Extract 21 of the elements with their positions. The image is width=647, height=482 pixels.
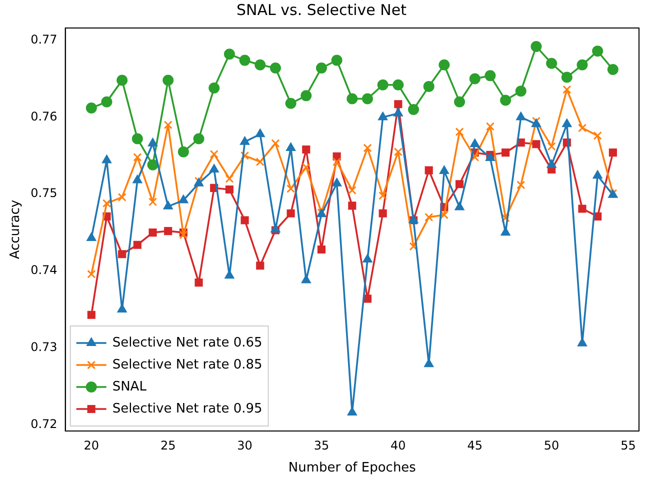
x-tick-label: 40 — [390, 438, 406, 452]
y-tick-label: 0.73 — [30, 340, 58, 354]
x-tick-label: 20 — [84, 438, 100, 452]
x-axis-title: Number of Epoches — [288, 460, 416, 476]
legend-label: SNAL — [112, 379, 148, 394]
x-tick-label: 50 — [544, 438, 560, 452]
y-tick-label: 0.72 — [30, 416, 58, 431]
legend-label: Selective Net rate 0.95 — [112, 401, 262, 416]
y-tick-label: 0.74 — [30, 263, 58, 278]
y-tick-label: 0.75 — [30, 186, 58, 200]
x-tick-label: 45 — [467, 438, 483, 452]
x-tick-label: 55 — [620, 438, 636, 452]
chart-title: SNAL vs. Selective Net — [236, 0, 407, 19]
x-tick-label: 25 — [160, 438, 176, 452]
x-tick-label: 30 — [237, 438, 252, 452]
y-axis-title: Accuracy — [8, 200, 24, 260]
y-tick-label: 0.77 — [30, 32, 58, 46]
legend-label: Selective Net rate 0.85 — [112, 357, 262, 372]
x-tick-label: 35 — [314, 438, 330, 452]
y-tick-label: 0.76 — [30, 109, 58, 124]
legend-label: Selective Net rate 0.65 — [112, 335, 262, 350]
